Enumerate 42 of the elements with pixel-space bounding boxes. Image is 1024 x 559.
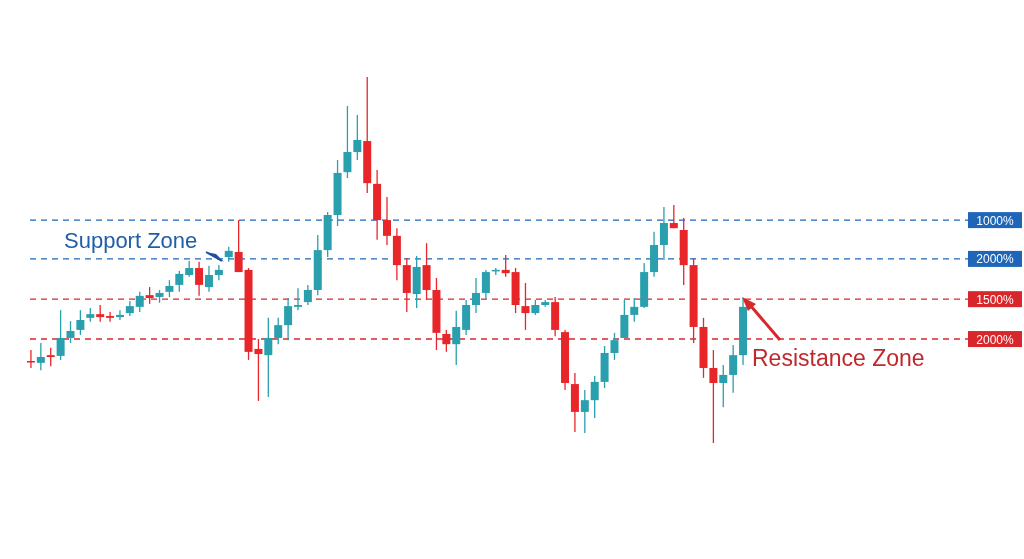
candlestick [580,389,589,434]
candlestick [284,297,293,341]
candlestick [481,269,490,300]
candlestick [353,114,362,161]
candlestick [452,310,461,366]
text: 2000% [976,252,1015,267]
candlestick [56,309,65,361]
candlestick [729,344,738,394]
candlestick [383,196,391,246]
candlestick [204,265,213,293]
candlestick [442,329,451,353]
candlestick [66,320,75,344]
candlestick [472,277,481,314]
candlestick [659,206,668,261]
candlestick [719,364,728,408]
candlestick [620,299,629,339]
candlestick [26,349,35,369]
candlestick [264,317,273,398]
candlestick [135,291,144,313]
text: 1000% [976,213,1015,228]
candlestick [501,254,510,278]
candlestick [343,105,352,179]
candlestick [610,332,619,361]
candlestick [234,219,243,273]
candlestick [274,317,283,345]
text: 1500% [976,292,1015,307]
candlestick [195,261,204,297]
candlestick [521,282,530,331]
candlestick [590,375,599,419]
candlestick [293,287,302,311]
candlestick [46,347,55,367]
annotation: Support Zone [64,228,198,253]
candlestick [106,311,115,323]
candlestick [36,342,45,371]
candlestick [709,349,718,444]
candlestick [214,264,223,281]
text: 2000% [976,332,1015,347]
candlestick [175,270,184,293]
text: Resistance Zone [752,345,925,371]
candlestick [630,297,639,323]
candlestick [76,309,85,336]
candlestick [303,284,312,306]
